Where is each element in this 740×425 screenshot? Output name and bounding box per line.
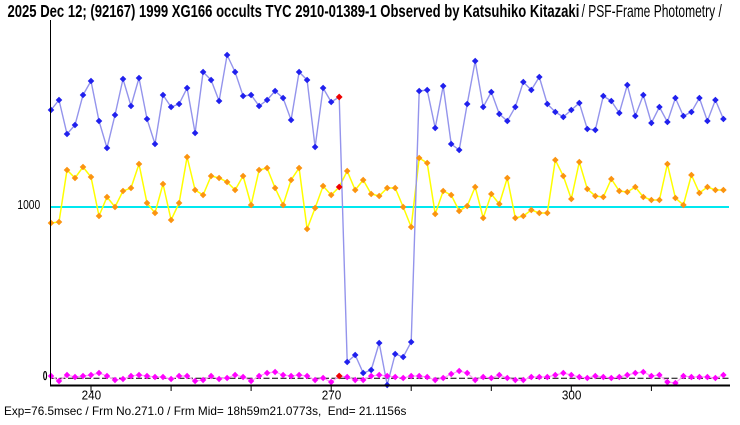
- svg-text:Exp=76.5msec / Frm No.271.0 /: Exp=76.5msec / Frm No.271.0 / Frm Mid= 1…: [4, 405, 407, 418]
- svg-text:300: 300: [562, 388, 582, 403]
- svg-text:240: 240: [82, 388, 102, 403]
- svg-text:1000: 1000: [17, 198, 40, 212]
- svg-text:2025 Dec 12; (92167) 1999 XG16: 2025 Dec 12; (92167) 1999 XG166 occults …: [8, 2, 580, 21]
- svg-text:270: 270: [322, 388, 342, 403]
- svg-text:/ PSF-Frame Photometry /: / PSF-Frame Photometry /: [582, 2, 723, 22]
